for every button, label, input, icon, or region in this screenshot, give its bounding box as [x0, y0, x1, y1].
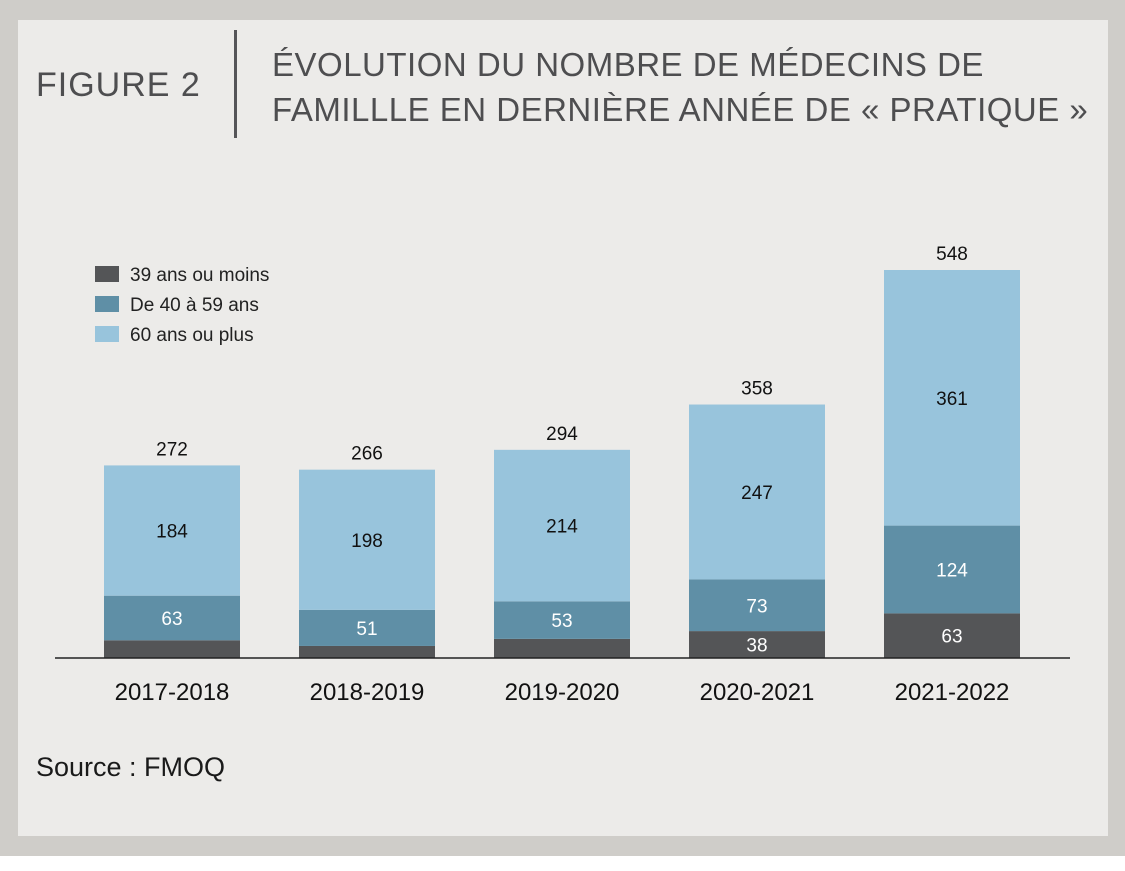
- x-tick-label: 2018-2019: [310, 679, 425, 706]
- bar-segment-3-2018-2019: [299, 469, 435, 610]
- data-label: 247: [741, 483, 773, 504]
- header-divider: [234, 30, 237, 138]
- total-label: 272: [156, 439, 188, 460]
- bar-segment-1-2017-2018: [104, 640, 240, 658]
- bar-segment-1-2019-2020: [494, 638, 630, 658]
- source-note: Source : FMOQ: [36, 752, 226, 782]
- data-label: 63: [161, 609, 182, 630]
- data-label: 361: [936, 389, 968, 410]
- data-label: 184: [156, 522, 188, 543]
- bar-segment-3-2020-2021: [689, 404, 825, 580]
- bar-segment-1-2021-2022: [884, 613, 1020, 658]
- data-label: 63: [941, 627, 962, 648]
- data-label: 124: [936, 560, 968, 581]
- x-tick-label: 2021-2022: [895, 679, 1010, 706]
- bar-segment-1-2020-2021: [689, 631, 825, 658]
- total-label: 358: [741, 379, 773, 400]
- bar-segment-2-2020-2021: [689, 579, 825, 632]
- data-label: 38: [746, 636, 767, 657]
- legend-label: 60 ans ou plus: [130, 325, 254, 346]
- total-label: 548: [936, 244, 968, 265]
- data-label: 51: [356, 619, 377, 640]
- x-tick-label: 2017-2018: [115, 679, 230, 706]
- legend-label: De 40 à 59 ans: [130, 295, 259, 316]
- legend-swatch: [95, 296, 119, 312]
- x-tick-label: 2020-2021: [700, 679, 815, 706]
- chart-title-line-1: ÉVOLUTION DU NOMBRE DE MÉDECINS DE: [272, 46, 984, 83]
- x-tick-label: 2019-2020: [505, 679, 620, 706]
- bar-segment-2-2018-2019: [299, 609, 435, 646]
- legend-swatch: [95, 266, 119, 282]
- bar-segment-2-2021-2022: [884, 525, 1020, 614]
- data-label: 198: [351, 531, 383, 552]
- bar-segment-2-2019-2020: [494, 601, 630, 639]
- data-label: 53: [551, 611, 572, 632]
- bar-segment-3-2019-2020: [494, 449, 630, 602]
- bar-segment-3-2021-2022: [884, 270, 1020, 526]
- data-label: 214: [546, 517, 578, 538]
- legend-swatch: [95, 326, 119, 342]
- chart-title: ÉVOLUTION DU NOMBRE DE MÉDECINS DE FAMIL…: [272, 42, 1089, 132]
- data-label: 73: [746, 596, 767, 617]
- bar-segment-2-2017-2018: [104, 595, 240, 641]
- total-label: 294: [546, 424, 578, 445]
- bar-segment-3-2017-2018: [104, 465, 240, 596]
- chart-title-line-2: FAMILLLE EN DERNIÈRE ANNÉE DE « PRATIQUE…: [272, 91, 1089, 128]
- legend-label: 39 ans ou moins: [130, 265, 269, 286]
- total-label: 266: [351, 444, 383, 465]
- figure-label: FIGURE 2: [36, 66, 201, 104]
- bar-segment-1-2018-2019: [299, 645, 435, 658]
